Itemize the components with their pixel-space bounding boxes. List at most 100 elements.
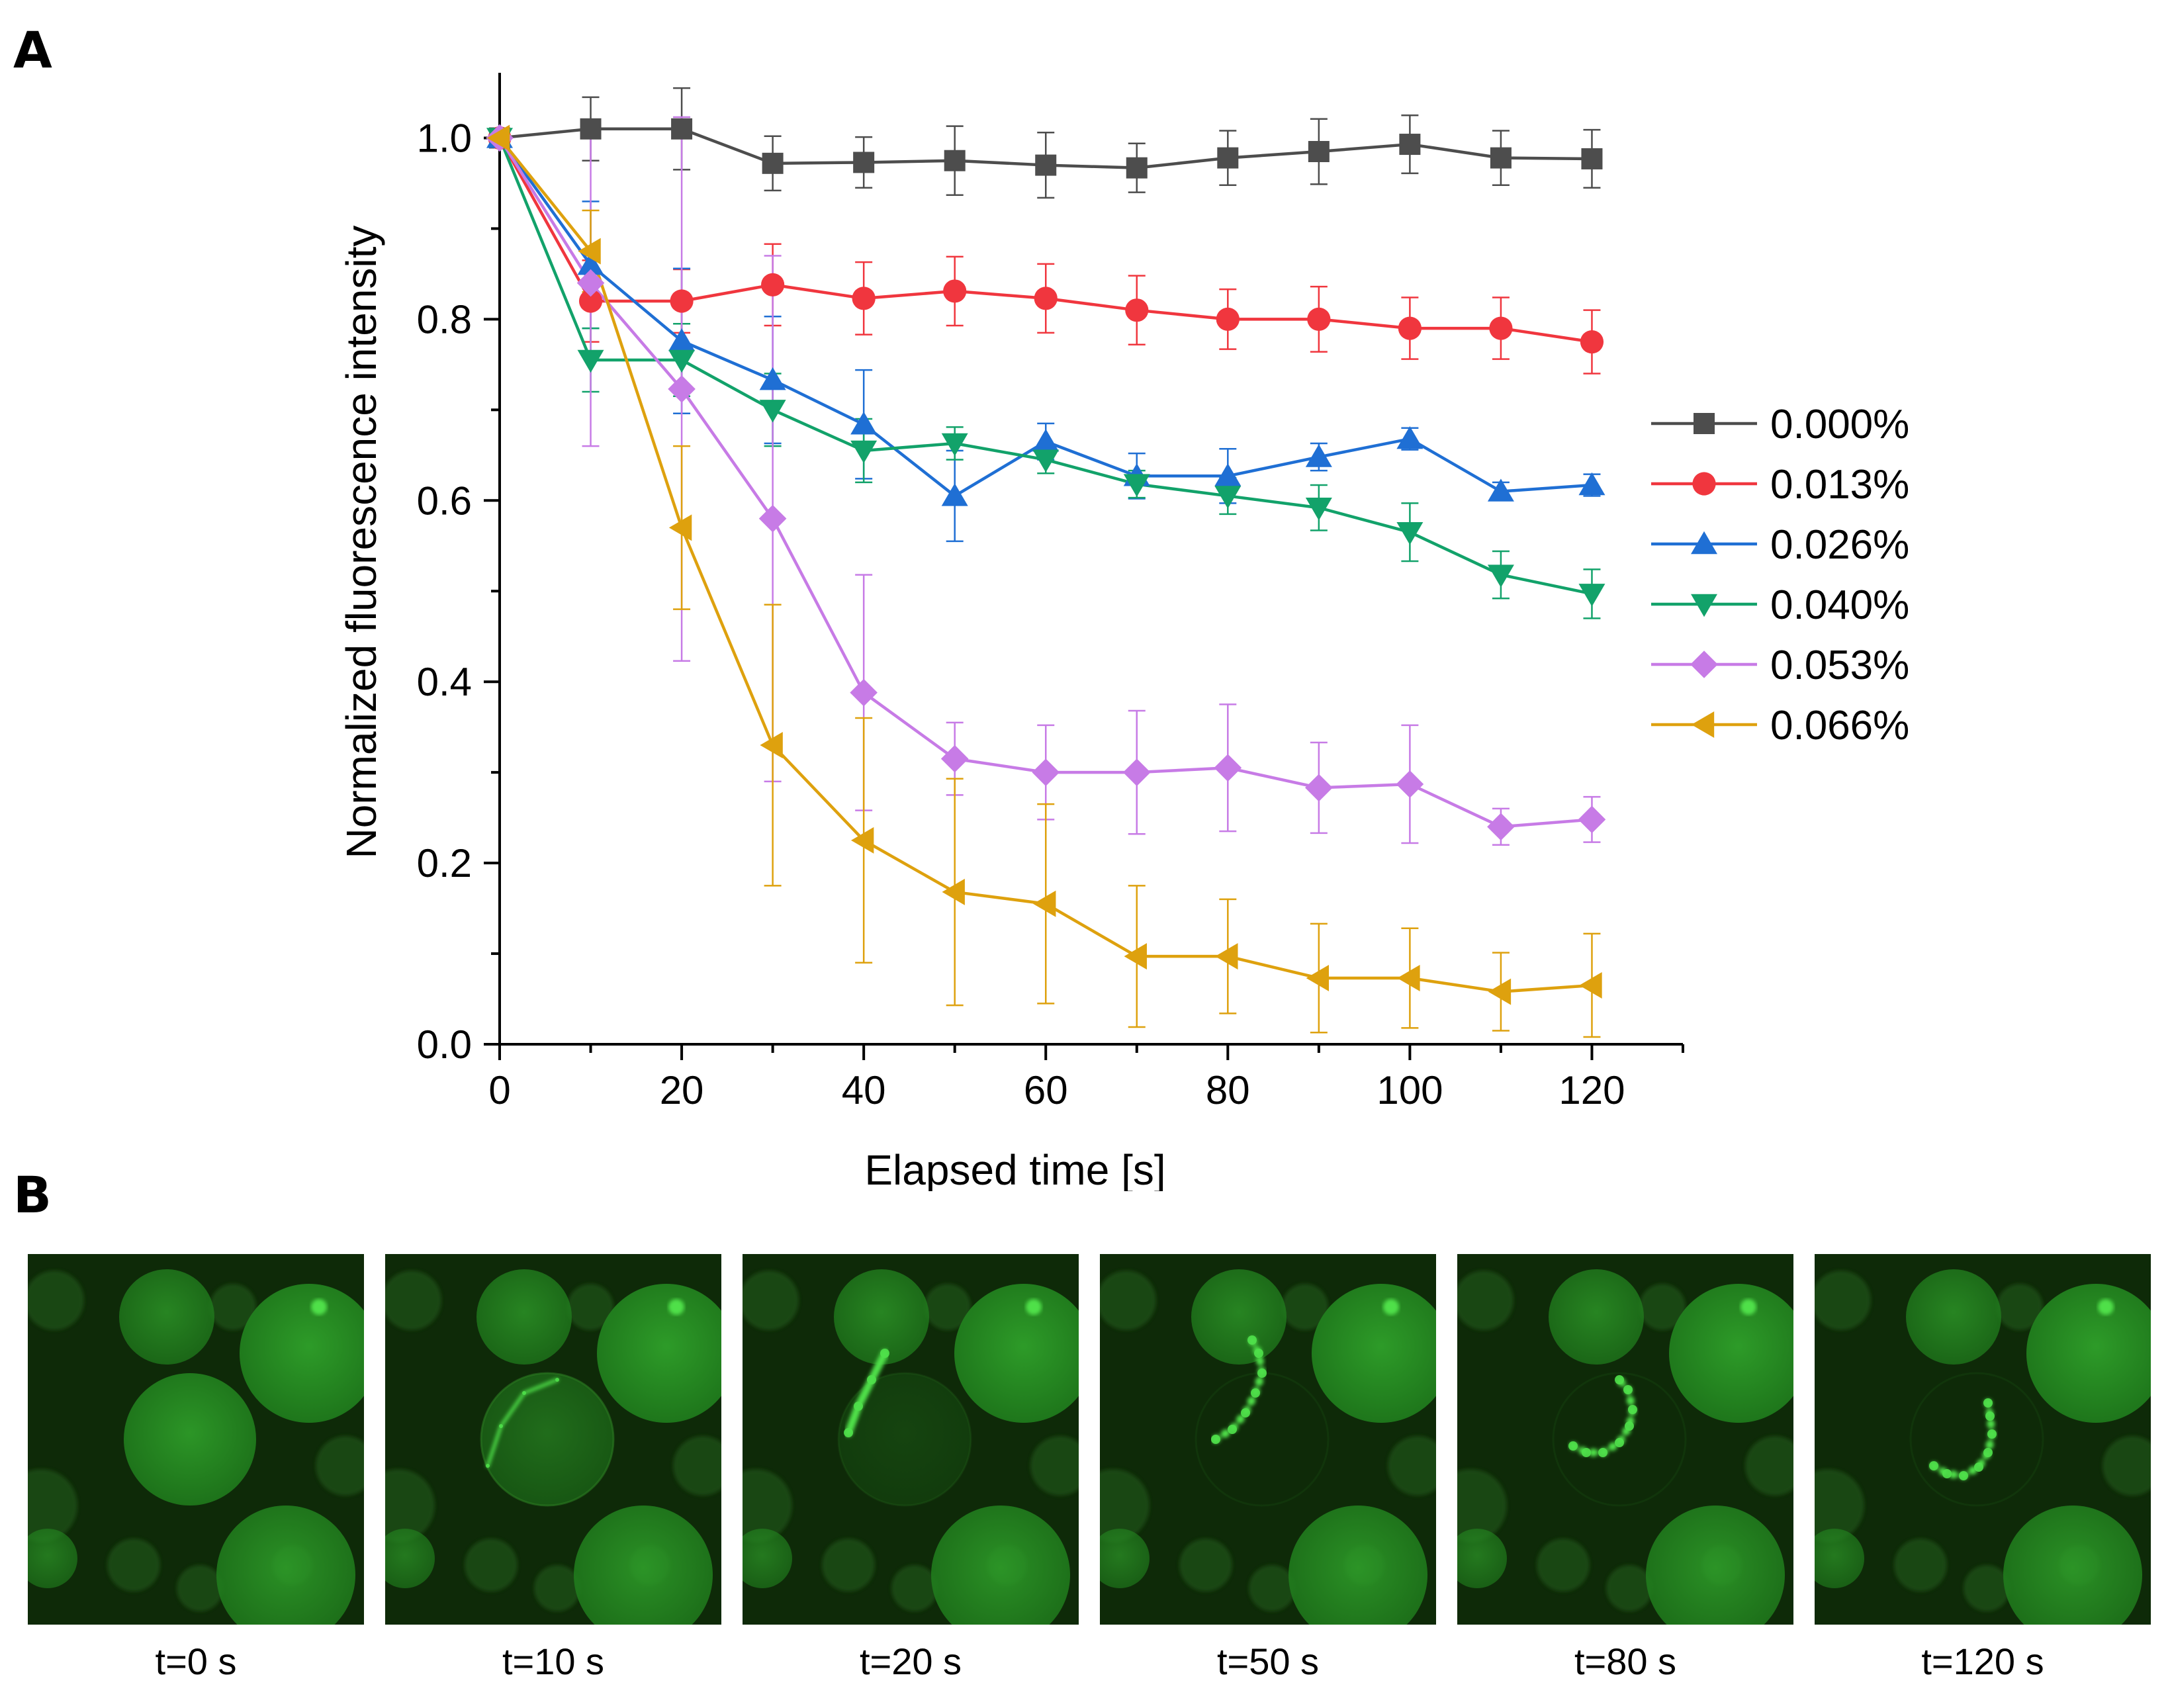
- data-point: [1578, 472, 1605, 496]
- micrograph-caption: t=80 s: [1574, 1641, 1677, 1682]
- micrograph-caption: t=50 s: [1216, 1641, 1320, 1682]
- x-tick-label: 60: [1024, 1068, 1068, 1112]
- data-point: [850, 827, 874, 854]
- y-axis-title: Normalized fluorescence intensity: [338, 226, 385, 859]
- fluorescence-chart: 0 20 40 60 80 100 120 0.0 0.2 0.4 0.6 0.8 1.0 Elapsed…: [338, 73, 1909, 1191]
- data-point: [1398, 316, 1422, 340]
- data-point: [1126, 157, 1148, 179]
- data-point: [850, 412, 878, 435]
- legend-label: 0.053%: [1770, 643, 1909, 688]
- micrograph-panel: [1457, 1254, 1793, 1625]
- data-point: [1215, 943, 1238, 970]
- data-point: [1578, 584, 1605, 607]
- data-point: [759, 400, 786, 423]
- data-point: [1488, 978, 1512, 1005]
- data-point: [762, 152, 784, 174]
- panel-label-a: A: [13, 21, 52, 79]
- micrograph-panel: [1815, 1254, 2151, 1625]
- chart-axes: 0 20 40 60 80 100 120 0.0 0.2 0.4 0.6 0.8 1.0 Elapsed…: [338, 73, 1684, 1191]
- data-point: [1489, 316, 1513, 340]
- data-point: [1581, 148, 1603, 169]
- data-point: [940, 744, 969, 773]
- data-point: [1307, 307, 1331, 331]
- data-point: [1580, 330, 1604, 354]
- data-point: [580, 118, 602, 140]
- legend-label: 0.040%: [1770, 582, 1909, 628]
- data-point: [1305, 774, 1333, 802]
- data-point: [668, 349, 696, 373]
- micrograph-image: [1815, 1254, 2151, 1625]
- data-point: [668, 375, 696, 403]
- y-tick-label: 0.0: [417, 1022, 472, 1067]
- data-point: [1032, 449, 1060, 472]
- data-point: [1216, 307, 1240, 331]
- data-point: [1487, 564, 1514, 588]
- x-tick-label: 40: [842, 1068, 886, 1112]
- data-point: [1122, 758, 1151, 786]
- series-line-5: [498, 137, 1592, 829]
- data-point: [1034, 287, 1058, 310]
- error-bars: [582, 87, 1601, 1038]
- micrograph-panel: [385, 1254, 721, 1625]
- x-axis-title: Elapsed time [s]: [864, 1146, 1165, 1191]
- legend-label: 0.066%: [1770, 703, 1909, 748]
- data-point: [850, 678, 878, 707]
- data-point: [758, 504, 787, 533]
- legend-label: 0.000%: [1770, 402, 1909, 447]
- micrograph-caption: t=10 s: [502, 1641, 605, 1682]
- data-point: [486, 124, 510, 152]
- legend-marker: [1692, 472, 1716, 496]
- micrograph-panel: [743, 1254, 1079, 1625]
- micrograph-panel: [28, 1254, 364, 1625]
- x-tick-label: 0: [488, 1068, 510, 1112]
- data-point: [1487, 813, 1515, 841]
- data-point: [1217, 147, 1239, 169]
- data-point: [668, 328, 696, 351]
- data-point: [576, 269, 605, 297]
- y-tick-label: 0.4: [417, 660, 472, 704]
- data-point: [1305, 444, 1332, 467]
- legend-label: 0.026%: [1770, 522, 1909, 568]
- micrograph-caption: t=120 s: [1921, 1641, 2044, 1682]
- data-point: [1125, 298, 1149, 322]
- micrograph-image: [28, 1254, 364, 1625]
- data-point: [759, 367, 786, 390]
- data-point: [941, 483, 968, 506]
- micrograph-panel: [1100, 1254, 1436, 1625]
- data-point: [1399, 134, 1421, 156]
- data-point: [668, 514, 692, 541]
- y-tick-label: 0.8: [417, 297, 472, 341]
- legend-marker: [1690, 651, 1718, 678]
- y-tick-label: 0.2: [417, 841, 472, 885]
- data-point: [1490, 147, 1512, 169]
- data-point: [1578, 805, 1606, 834]
- series-markers: [486, 118, 1606, 1005]
- data-point: [1214, 754, 1242, 782]
- data-point: [1035, 154, 1057, 176]
- data-point: [1579, 971, 1602, 999]
- data-point: [852, 287, 876, 310]
- data-point: [671, 118, 693, 140]
- data-point: [578, 238, 601, 265]
- data-point: [760, 732, 783, 759]
- legend-marker: [1691, 531, 1717, 555]
- data-point: [850, 440, 878, 464]
- data-point: [941, 433, 968, 457]
- data-point: [577, 349, 604, 373]
- legend-marker: [1691, 711, 1715, 738]
- x-tick-label: 100: [1377, 1068, 1443, 1112]
- y-tick-label: 1.0: [417, 116, 472, 160]
- data-point: [1032, 429, 1060, 452]
- legend-marker: [1691, 594, 1717, 617]
- data-point: [1305, 498, 1332, 521]
- micrograph-image: [743, 1254, 1079, 1625]
- data-point: [1214, 463, 1242, 486]
- legend-marker: [1694, 413, 1715, 434]
- data-point: [1396, 426, 1424, 449]
- data-point: [1396, 522, 1424, 545]
- data-point: [761, 273, 785, 296]
- data-point: [1397, 965, 1420, 992]
- panel-label-b: B: [13, 1165, 52, 1224]
- data-point: [1487, 478, 1514, 502]
- x-tick-label: 80: [1206, 1068, 1250, 1112]
